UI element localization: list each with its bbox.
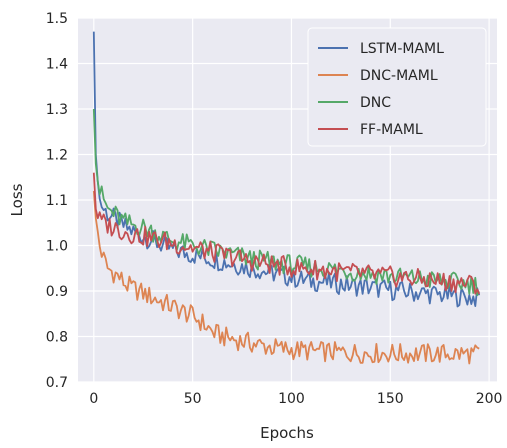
y-tick-label: 0.8 bbox=[46, 330, 68, 346]
x-tick-label: 0 bbox=[89, 391, 98, 407]
y-tick-label: 1.2 bbox=[46, 148, 68, 164]
x-tick-labels: 0 50 100 150 200 bbox=[89, 391, 502, 407]
y-tick-label: 1.1 bbox=[46, 193, 68, 209]
y-tick-label: 1.3 bbox=[46, 102, 68, 118]
legend-box bbox=[307, 27, 487, 147]
y-tick-labels: 0.7 0.8 0.9 1.0 1.1 1.2 1.3 1.4 1.5 bbox=[46, 11, 68, 391]
legend-label: FF-MAML bbox=[360, 122, 423, 138]
y-tick-label: 1.4 bbox=[46, 57, 68, 73]
legend-label: DNC bbox=[360, 95, 391, 111]
x-tick-label: 100 bbox=[278, 391, 305, 407]
y-tick-label: 1.0 bbox=[46, 239, 68, 255]
x-tick-label: 50 bbox=[184, 391, 202, 407]
legend-label: DNC-MAML bbox=[360, 68, 438, 84]
legend: LSTM-MAML DNC-MAML DNC FF-MAML bbox=[307, 27, 487, 147]
legend-label: LSTM-MAML bbox=[360, 41, 444, 57]
series-line-ff-maml bbox=[92, 172, 481, 295]
series-lines bbox=[92, 31, 481, 365]
x-axis-label: Epochs bbox=[260, 424, 314, 442]
series-line-dnc-maml bbox=[92, 190, 480, 365]
y-tick-label: 1.5 bbox=[46, 11, 68, 27]
y-tick-label: 0.7 bbox=[46, 375, 68, 391]
y-axis-label: Loss bbox=[8, 183, 26, 216]
x-tick-label: 150 bbox=[377, 391, 404, 407]
x-tick-label: 200 bbox=[476, 391, 503, 407]
y-tick-label: 0.9 bbox=[46, 284, 68, 300]
